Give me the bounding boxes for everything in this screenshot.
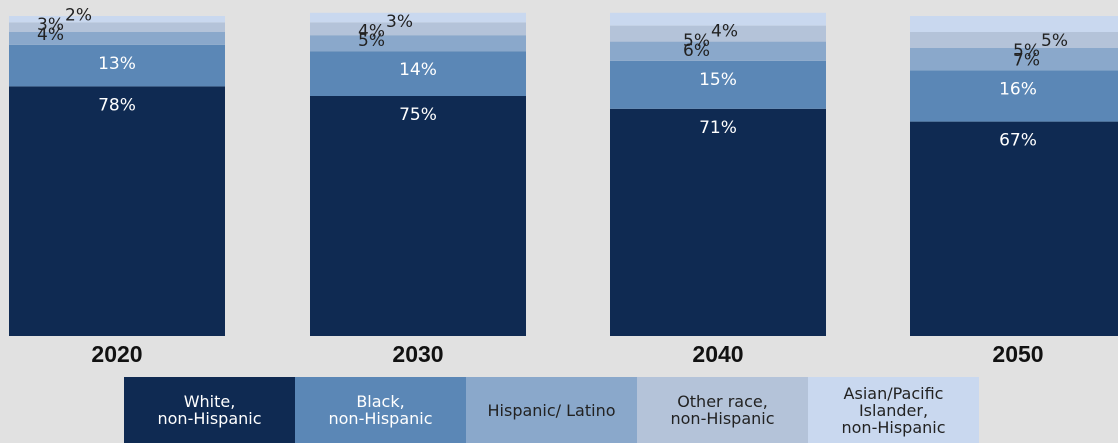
- data-label-2050-3: 5%: [1013, 41, 1040, 61]
- bar-segment-2020-2: [9, 32, 225, 45]
- category-label-2050: 2050: [992, 341, 1043, 367]
- data-label-2040-1: 15%: [699, 70, 737, 90]
- bar-segment-2020-4: [9, 16, 225, 23]
- legend-item-4: Asian/Pacific Islander, non-Hispanic: [808, 377, 979, 443]
- bar-segment-2030-4: [310, 12, 526, 23]
- bar-segment-2030-1: [310, 51, 526, 96]
- bar-segment-2020-3: [9, 22, 225, 32]
- data-label-2040-2: 6%: [683, 41, 710, 61]
- bar-segment-2050-2: [910, 48, 1118, 71]
- data-label-2050-0: 67%: [999, 131, 1037, 151]
- bar-segment-2020-0: [9, 86, 225, 337]
- bar-segment-2030-0: [310, 96, 526, 336]
- data-label-2020-1: 13%: [98, 54, 136, 74]
- data-label-2050-1: 16%: [999, 79, 1037, 99]
- data-label-2020-2: 4%: [37, 25, 64, 45]
- data-label-2030-0: 75%: [399, 105, 437, 125]
- data-label-2030-4: 3%: [386, 12, 413, 32]
- bar-segment-2040-0: [610, 108, 826, 336]
- legend-item-2: Hispanic/ Latino: [466, 377, 637, 443]
- data-label-2020-4: 2%: [65, 6, 92, 26]
- data-label-2030-3: 4%: [358, 22, 385, 42]
- category-label-2030: 2030: [392, 341, 443, 367]
- bar-segment-2050-3: [910, 32, 1118, 48]
- data-label-2050-2: 7%: [1013, 50, 1040, 70]
- bar-segment-2030-3: [310, 22, 526, 36]
- bar-segment-2040-4: [610, 12, 826, 26]
- bar-segment-2020-1: [9, 44, 225, 87]
- legend-item-0: White, non-Hispanic: [124, 377, 295, 443]
- bar-segment-2040-1: [610, 60, 826, 109]
- legend-item-3: Other race, non-Hispanic: [637, 377, 808, 443]
- data-label-2050-4: 5%: [1041, 31, 1068, 51]
- category-label-2020: 2020: [91, 341, 142, 367]
- category-label-2040: 2040: [692, 341, 743, 367]
- bar-segment-2040-2: [610, 41, 826, 61]
- data-label-2040-3: 5%: [683, 31, 710, 51]
- bar-segment-2030-2: [310, 35, 526, 52]
- data-label-2030-1: 14%: [399, 60, 437, 80]
- data-label-2030-2: 5%: [358, 31, 385, 51]
- chart-legend: White, non-Hispanic Black, non-Hispanic Hisp…: [124, 377, 979, 443]
- bar-segment-2050-1: [910, 70, 1118, 122]
- data-label-2040-0: 71%: [699, 118, 737, 138]
- bar-segment-2050-4: [910, 16, 1118, 32]
- bar-segment-2040-3: [610, 25, 826, 42]
- data-label-2040-4: 4%: [711, 22, 738, 42]
- bar-segment-2050-0: [910, 121, 1118, 336]
- data-label-2020-0: 78%: [98, 95, 136, 115]
- data-label-2020-3: 3%: [37, 15, 64, 35]
- legend-item-1: Black, non-Hispanic: [295, 377, 466, 443]
